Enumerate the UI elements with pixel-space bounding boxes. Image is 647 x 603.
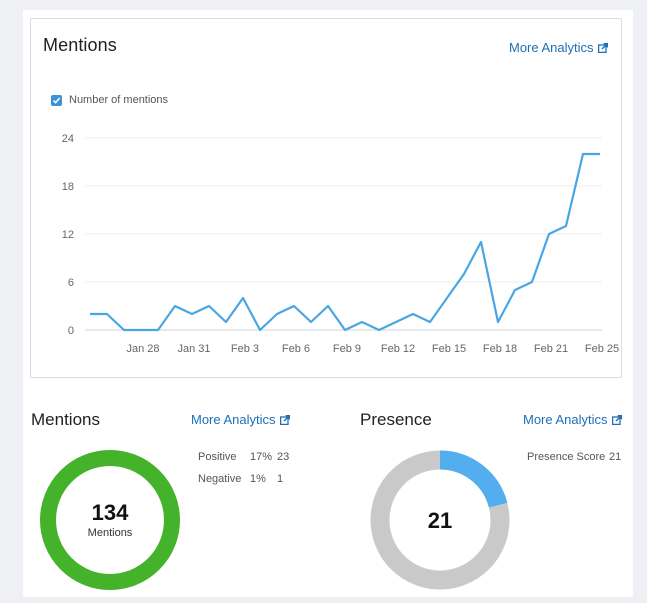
mentions-total-label: Mentions [87,527,133,539]
positive-count: 23 [277,451,290,463]
more-analytics-link-presence[interactable]: More Analytics [523,412,622,427]
more-analytics-link-chart[interactable]: More Analytics [509,40,608,55]
mentions-chart-card [30,18,622,378]
chart-card-title: Mentions [43,35,117,55]
chart-legend[interactable]: Number of mentions [51,94,168,106]
external-link-icon [279,414,290,425]
more-analytics-link-mentions[interactable]: More Analytics [191,412,290,427]
negative-stat: Negative 1% 1 [198,473,283,485]
negative-pct: 1% [250,473,266,485]
donut-positive-ring [40,450,180,590]
positive-label: Positive [198,451,237,463]
more-analytics-label[interactable]: More Analytics [509,40,594,55]
positive-pct: 17% [250,451,273,463]
mentions-block-title: Mentions [31,410,100,429]
presence-center: 21 [410,508,470,534]
external-link-icon [611,414,622,425]
mentions-total: 134 Mentions [80,500,140,539]
presence-score-value: 21 [609,451,622,463]
checkbox-checked-icon[interactable] [51,94,62,106]
negative-count: 1 [277,473,284,485]
presence-donut [370,450,510,590]
presence-block-title: Presence [360,410,432,429]
presence-center-value: 21 [427,508,453,533]
mentions-total-value: 134 [91,500,129,525]
presence-donut-fill [370,450,510,590]
more-analytics-label[interactable]: More Analytics [191,412,276,427]
negative-label: Negative [198,473,242,485]
external-link-icon [597,42,608,53]
more-analytics-label[interactable]: More Analytics [523,412,608,427]
presence-score-stat: Presence Score 21 [527,451,621,463]
mentions-donut [40,450,180,590]
positive-stat: Positive 17% 23 [198,451,289,463]
legend-label: Number of mentions [69,94,169,106]
presence-score-label: Presence Score [527,451,606,463]
